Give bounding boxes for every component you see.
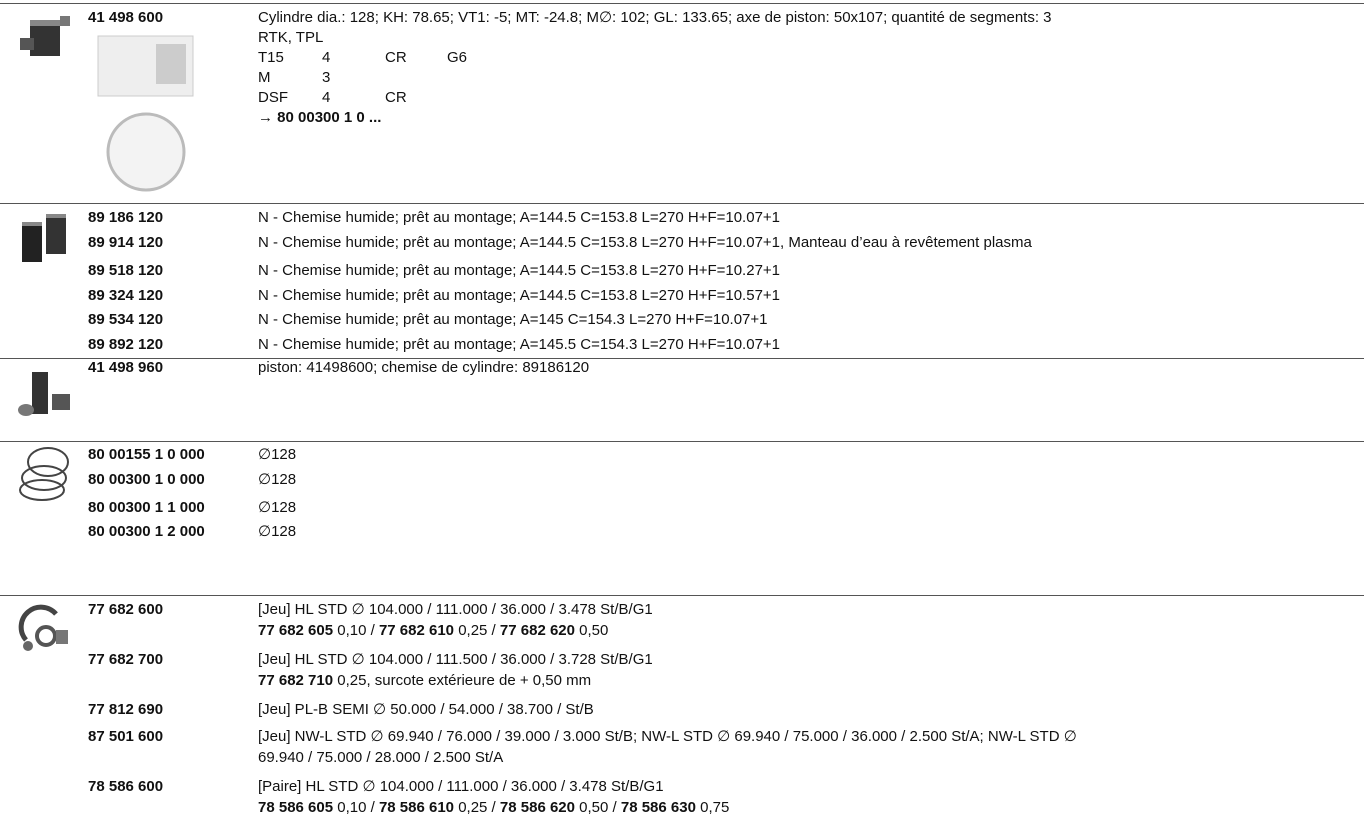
part-ref: 77 682 605: [258, 622, 334, 639]
part-number: 41 498 600: [88, 9, 164, 26]
part-number: 89 534 120: [88, 311, 164, 328]
separator: [0, 441, 1364, 442]
text-run: N - Chemise humide; prêt au montage; A=1…: [258, 287, 781, 304]
description-line: piston: 41498600; chemise de cylindre: 8…: [258, 359, 589, 377]
text-run: 0,25, surcote extérieure de + 0,50 mm: [333, 672, 592, 689]
text-run: [Paire] HL STD ∅ 104.000 / 111.000 / 36.…: [258, 778, 664, 795]
separator: [0, 3, 1364, 4]
text-run: 0,50: [574, 622, 609, 639]
text-run: Cylindre dia.: 128; KH: 78.65; VT1: -5; …: [258, 9, 1052, 26]
text-run: ∅128: [258, 523, 297, 540]
part-number: 80 00300 1 2 000: [88, 523, 205, 540]
description-line: ∅128: [258, 471, 296, 489]
description-line: [Jeu] NW-L STD ∅ 69.940 / 76.000 / 39.00…: [258, 728, 1077, 746]
part-ref: 78 586 610: [378, 799, 455, 816]
text-run: 69.940 / 75.000 / 28.000 / 2.500 St/A: [258, 749, 504, 766]
text-run: N - Chemise humide; prêt au montage; A=1…: [258, 262, 781, 279]
part-number: 77 682 600: [88, 601, 164, 618]
description-line: 78 586 605 0,10 / 78 586 610 0,25 / 78 5…: [258, 799, 729, 817]
separator: [0, 595, 1364, 596]
text-run: [Jeu] HL STD ∅ 104.000 / 111.000 / 36.00…: [258, 601, 653, 618]
part-number: 77 682 700: [88, 651, 164, 668]
text-run: 0,10 /: [333, 622, 379, 639]
description-line: [Paire] HL STD ∅ 104.000 / 111.000 / 36.…: [258, 778, 664, 796]
text-run: [Jeu] NW-L STD ∅ 69.940 / 76.000 / 39.00…: [258, 728, 1077, 745]
table-cell: 3: [322, 69, 331, 86]
text-run: 0,50 /: [574, 799, 621, 816]
description-line: N - Chemise humide; prêt au montage; A=1…: [258, 262, 780, 280]
separator: [0, 203, 1364, 204]
part-ref: 77 682 610: [378, 622, 455, 639]
liner-icon: [22, 214, 66, 262]
description-line: Cylindre dia.: 128; KH: 78.65; VT1: -5; …: [258, 9, 1052, 27]
part-number: 89 324 120: [88, 287, 164, 304]
text-run: N - Chemise humide; prêt au montage; A=1…: [258, 311, 768, 328]
text-run: ∅128: [258, 471, 297, 488]
piston-drawing: [97, 35, 194, 192]
part-number: 77 812 690: [88, 701, 164, 718]
part-number: 78 586 600: [88, 778, 164, 795]
description-line: ∅128: [258, 499, 296, 517]
part-ref: 78 586 605: [258, 799, 334, 816]
part-ref: 77 682 710: [258, 672, 334, 689]
part-ref: 77 682 620: [499, 622, 575, 639]
description-line: [Jeu] HL STD ∅ 104.000 / 111.500 / 36.00…: [258, 651, 653, 669]
text-run: ∅128: [258, 446, 297, 463]
text-run: N - Chemise humide; prêt au montage; A=1…: [258, 209, 781, 226]
part-number: 80 00155 1 0 000: [88, 446, 205, 463]
text-run: N - Chemise humide; prêt au montage; A=1…: [258, 234, 1032, 251]
part-ref: 80 00300 1 0 ...: [277, 109, 382, 126]
text-run: [Jeu] PL-B SEMI ∅ 50.000 / 54.000 / 38.7…: [258, 701, 594, 718]
description-line: 77 682 605 0,10 / 77 682 610 0,25 / 77 6…: [258, 622, 608, 640]
part-number: 41 498 960: [88, 359, 164, 376]
table-cell: 4: [322, 49, 331, 66]
description-line: RTK, TPL: [258, 29, 323, 47]
text-run: RTK, TPL: [258, 29, 324, 46]
part-number: 89 186 120: [88, 209, 164, 226]
text-run: 0,25 /: [454, 799, 500, 816]
table-cell: G6: [447, 49, 468, 66]
part-number: 89 518 120: [88, 262, 164, 279]
description-line: N - Chemise humide; prêt au montage; A=1…: [258, 311, 768, 329]
description-line: [Jeu] PL-B SEMI ∅ 50.000 / 54.000 / 38.7…: [258, 701, 594, 719]
description-line: 69.940 / 75.000 / 28.000 / 2.500 St/A: [258, 749, 503, 767]
text-run: →: [258, 109, 278, 126]
table-cell: CR: [385, 49, 407, 66]
description-line: [Jeu] HL STD ∅ 104.000 / 111.000 / 36.00…: [258, 601, 653, 619]
part-ref: 78 586 630: [620, 799, 696, 816]
text-run: ∅128: [258, 499, 297, 516]
part-number: 89 914 120: [88, 234, 164, 251]
table-cell: T15: [258, 49, 284, 66]
text-run: 0,10 /: [333, 799, 379, 816]
bearings-icon: [18, 604, 68, 651]
piston-icon: [20, 16, 70, 56]
part-number: 87 501 600: [88, 728, 164, 745]
text-run: piston: 41498600; chemise de cylindre: 8…: [258, 359, 590, 376]
description-line: ∅128: [258, 446, 296, 464]
description-line: N - Chemise humide; prêt au montage; A=1…: [258, 209, 780, 227]
description-line: N - Chemise humide; prêt au montage; A=1…: [258, 336, 780, 354]
description-line: N - Chemise humide; prêt au montage; A=1…: [258, 287, 780, 305]
text-run: 0,25 /: [454, 622, 500, 639]
rings-icon: [19, 447, 69, 501]
text-run: 0,75: [695, 799, 730, 816]
table-cell: M: [258, 69, 271, 86]
description-line: N - Chemise humide; prêt au montage; A=1…: [258, 234, 1032, 252]
part-number: 80 00300 1 1 000: [88, 499, 205, 516]
table-cell: DSF: [258, 89, 288, 106]
part-number: 89 892 120: [88, 336, 164, 353]
part-ref: 78 586 620: [499, 799, 575, 816]
reference-line: → 80 00300 1 0 ...: [258, 109, 381, 127]
description-line: ∅128: [258, 523, 296, 541]
text-run: [Jeu] HL STD ∅ 104.000 / 111.500 / 36.00…: [258, 651, 653, 668]
text-run: N - Chemise humide; prêt au montage; A=1…: [258, 336, 781, 353]
table-cell: 4: [322, 89, 331, 106]
separator: [0, 358, 1364, 359]
description-line: 77 682 710 0,25, surcote extérieure de +…: [258, 672, 591, 690]
part-number: 80 00300 1 0 000: [88, 471, 205, 488]
table-cell: CR: [385, 89, 407, 106]
kit-icon: [18, 372, 70, 416]
